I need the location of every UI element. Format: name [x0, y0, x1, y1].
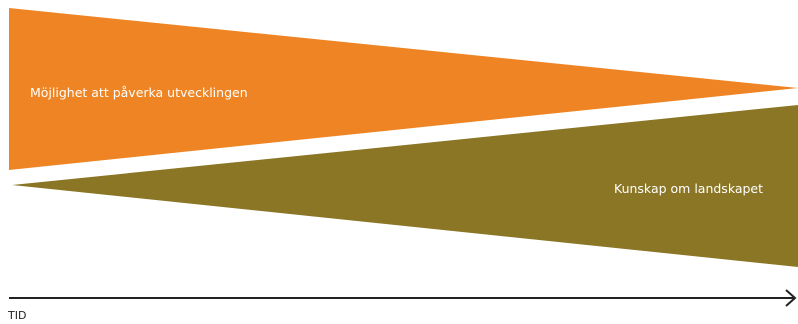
opportunity-label: Möjlighet att påverka utvecklingen	[30, 85, 248, 100]
opportunity-wedge	[9, 8, 798, 170]
time-axis-arrowhead-icon	[785, 289, 797, 307]
time-axis-label: TID	[7, 309, 26, 322]
knowledge-wedge	[12, 105, 798, 267]
knowledge-label: Kunskap om landskapet	[614, 181, 763, 196]
